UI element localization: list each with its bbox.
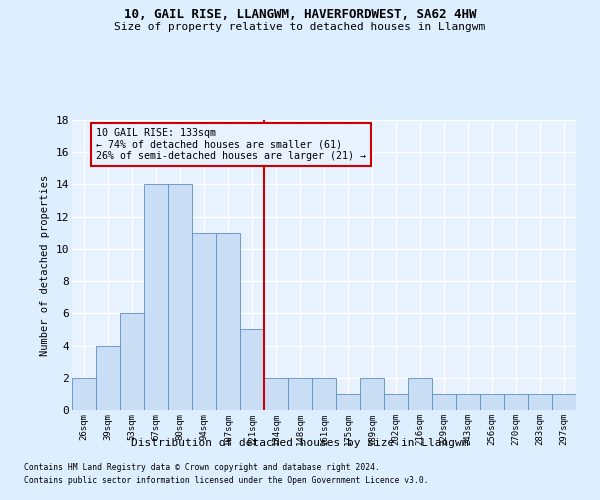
Text: Contains public sector information licensed under the Open Government Licence v3: Contains public sector information licen… <box>24 476 428 485</box>
Bar <box>312 378 336 410</box>
Bar <box>168 184 192 410</box>
Bar <box>144 184 168 410</box>
Text: 10, GAIL RISE, LLANGWM, HAVERFORDWEST, SA62 4HW: 10, GAIL RISE, LLANGWM, HAVERFORDWEST, S… <box>124 8 476 20</box>
Y-axis label: Number of detached properties: Number of detached properties <box>40 174 50 356</box>
Bar <box>384 394 408 410</box>
Bar <box>264 378 288 410</box>
Bar <box>120 314 144 410</box>
Text: 10 GAIL RISE: 133sqm
← 74% of detached houses are smaller (61)
26% of semi-detac: 10 GAIL RISE: 133sqm ← 74% of detached h… <box>96 128 366 162</box>
Bar <box>432 394 456 410</box>
Text: Distribution of detached houses by size in Llangwm: Distribution of detached houses by size … <box>131 438 469 448</box>
Bar <box>408 378 432 410</box>
Bar <box>72 378 96 410</box>
Bar <box>504 394 528 410</box>
Bar <box>288 378 312 410</box>
Bar <box>360 378 384 410</box>
Bar <box>216 233 240 410</box>
Text: Contains HM Land Registry data © Crown copyright and database right 2024.: Contains HM Land Registry data © Crown c… <box>24 464 380 472</box>
Bar <box>192 233 216 410</box>
Bar <box>552 394 576 410</box>
Bar <box>528 394 552 410</box>
Bar <box>456 394 480 410</box>
Bar <box>336 394 360 410</box>
Bar <box>240 330 264 410</box>
Bar <box>480 394 504 410</box>
Text: Size of property relative to detached houses in Llangwm: Size of property relative to detached ho… <box>115 22 485 32</box>
Bar <box>96 346 120 410</box>
